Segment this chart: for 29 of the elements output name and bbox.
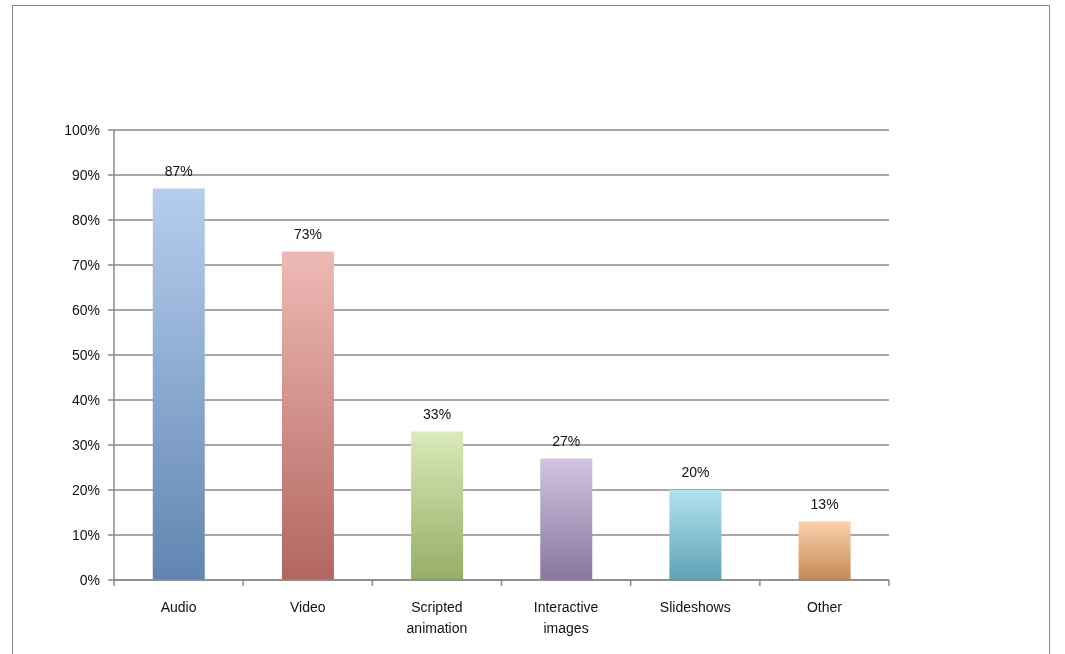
x-tick-label: Slideshows: [659, 598, 731, 615]
x-tick-label: Video: [289, 598, 326, 615]
x-tick-label: Scripted animation: [406, 598, 468, 636]
data-label: 20%: [681, 464, 710, 480]
bar: [540, 458, 593, 580]
y-tick-label: 80%: [71, 211, 100, 228]
y-tick-label: 20%: [71, 481, 100, 498]
bar: [152, 188, 205, 580]
y-tick-label: 70%: [71, 256, 100, 273]
bar: [281, 251, 334, 580]
bar: [669, 490, 722, 580]
data-label: 13%: [810, 495, 839, 512]
bar: [798, 521, 851, 580]
data-label: 87%: [164, 162, 193, 179]
y-tick-label: 90%: [71, 166, 100, 183]
y-tick-label: 0%: [79, 571, 100, 588]
y-tick-label: 60%: [71, 301, 100, 318]
y-tick-label: 50%: [71, 346, 100, 363]
x-tick-label: Other: [806, 598, 843, 615]
y-tick-label: 100%: [64, 121, 100, 138]
y-tick-label: 30%: [71, 436, 100, 453]
data-label: 27%: [552, 432, 581, 449]
bar: [411, 431, 464, 580]
data-label: 73%: [293, 225, 322, 242]
y-tick-label: 10%: [71, 526, 100, 543]
y-tick-label: 40%: [71, 391, 100, 408]
data-label: 33%: [423, 405, 452, 422]
x-tick-label: Audio: [160, 598, 197, 615]
x-tick-label: Interactive images: [533, 598, 599, 636]
